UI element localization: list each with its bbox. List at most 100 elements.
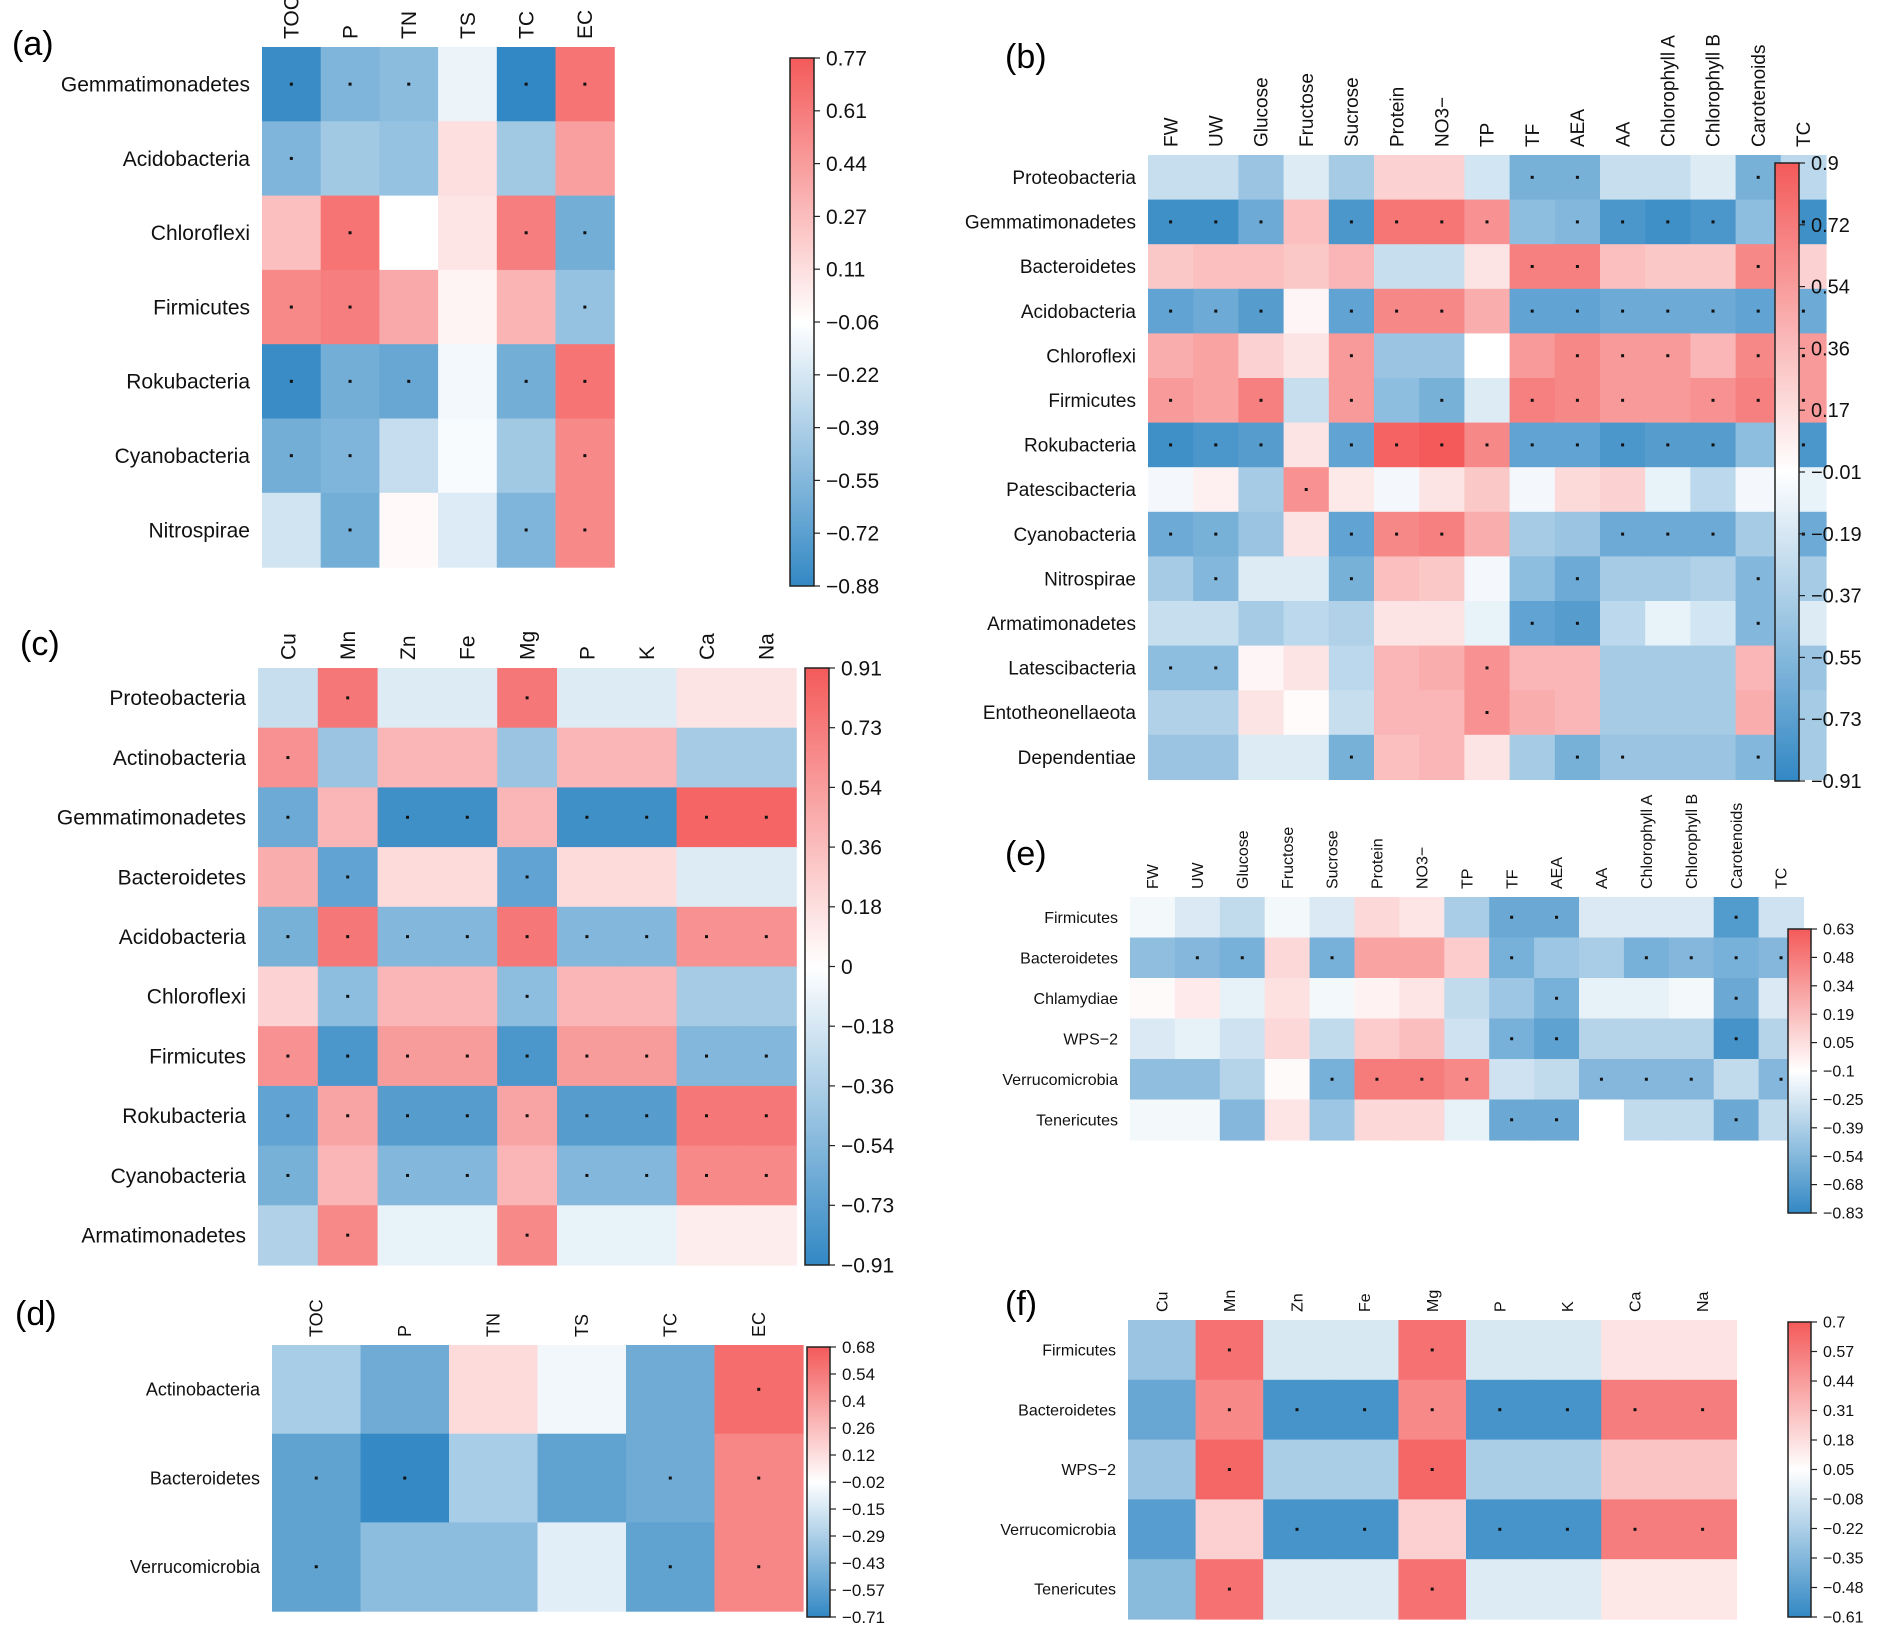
- heatmap-cell: [1283, 155, 1330, 201]
- row-label: Dependentiae: [1018, 748, 1136, 769]
- heatmap-cell: [258, 847, 319, 908]
- heatmap-cell: [1174, 978, 1221, 1020]
- heatmap-cell: [360, 1345, 450, 1435]
- significance-dot: [1510, 915, 1514, 919]
- significance-dot: [348, 454, 352, 458]
- heatmap-cell: [1601, 1320, 1670, 1381]
- colorbar-tick-label: −0.29: [842, 1527, 885, 1546]
- colorbar-tick-label: −0.01: [1811, 462, 1862, 484]
- heatmap-cell: [1735, 467, 1782, 513]
- significance-dot: [1575, 398, 1579, 402]
- significance-dot: [1485, 220, 1489, 224]
- column-label: Chlorophyll A: [1639, 794, 1656, 889]
- heatmap-cell: [1193, 155, 1239, 201]
- significance-dot: [705, 1173, 708, 1177]
- significance-dot: [289, 379, 293, 383]
- heatmap-cell: [1128, 1320, 1197, 1381]
- heatmap-cell: [1283, 645, 1330, 691]
- colorbar: [1787, 928, 1812, 1214]
- heatmap-cell: [1374, 155, 1420, 201]
- column-label: K: [636, 646, 659, 660]
- heatmap-cell: [736, 668, 797, 729]
- significance-dot: [1227, 1587, 1231, 1591]
- significance-dot: [346, 1233, 350, 1237]
- significance-dot: [1395, 309, 1399, 313]
- heatmap-cell: [1668, 1018, 1715, 1060]
- column-label: Carotenoids: [1749, 45, 1770, 147]
- significance-dot: [1440, 220, 1444, 224]
- heatmap-cell: [497, 787, 558, 848]
- significance-dot: [1530, 265, 1534, 268]
- heatmap-cell: [1464, 734, 1511, 780]
- heatmap-cell: [1374, 645, 1420, 691]
- row-label: Latescibacteria: [1008, 659, 1136, 680]
- significance-dot: [524, 231, 528, 235]
- heatmap-cell: [1148, 155, 1194, 201]
- colorbar-tick-label: 0.27: [826, 206, 867, 229]
- heatmap-cell: [1489, 1059, 1535, 1101]
- significance-dot: [1756, 175, 1760, 179]
- heatmap-cell: [1690, 556, 1737, 602]
- significance-dot: [406, 1114, 409, 1118]
- heatmap-cell: [1354, 1018, 1400, 1060]
- significance-dot: [1711, 532, 1715, 536]
- heatmap-cell: [1464, 467, 1511, 513]
- column-label: AA: [1594, 867, 1611, 889]
- significance-dot: [1510, 1037, 1514, 1041]
- column-label: FW: [1145, 863, 1162, 889]
- heatmap-cell: [1419, 645, 1465, 691]
- colorbar-tick-label: −0.06: [826, 311, 879, 334]
- significance-dot: [1195, 956, 1199, 960]
- heatmap-cell: [1328, 645, 1375, 691]
- colorbar-tick-label: 0.73: [841, 717, 882, 740]
- column-label: TOC: [307, 1299, 327, 1337]
- heatmap-cell: [555, 121, 615, 197]
- significance-dot: [406, 815, 409, 819]
- significance-dot: [403, 1476, 407, 1480]
- significance-dot: [705, 1054, 708, 1058]
- heatmap-cell: [1554, 511, 1601, 557]
- significance-dot: [1779, 956, 1783, 960]
- heatmap-cell: [616, 1205, 678, 1266]
- colorbar-tick-label: −0.08: [1823, 1492, 1864, 1509]
- column-label: Cu: [1154, 1292, 1171, 1312]
- heatmap-cell: [1690, 645, 1737, 691]
- row-label: Nitrospirae: [1044, 569, 1136, 590]
- significance-dot: [1485, 666, 1489, 670]
- column-label: P: [339, 25, 362, 39]
- heatmap-cell: [317, 727, 379, 788]
- colorbar-tick-label: −0.02: [842, 1473, 885, 1492]
- row-label: Firmicutes: [149, 1045, 246, 1068]
- significance-dot: [314, 1476, 318, 1480]
- row-label: Cyanobacteria: [111, 1165, 247, 1188]
- heatmap-cell: [1130, 1018, 1176, 1060]
- colorbar-tick-label: −0.36: [841, 1075, 894, 1098]
- row-label: Chloroflexi: [1046, 346, 1136, 367]
- heatmap-cell: [1174, 1099, 1221, 1141]
- significance-dot: [1575, 309, 1579, 313]
- heatmap-cell: [1600, 690, 1646, 736]
- heatmap-cell: [1554, 690, 1601, 736]
- heatmap-cell: [1148, 467, 1194, 513]
- significance-dot: [1485, 443, 1489, 447]
- heatmap-cell: [1464, 155, 1511, 201]
- significance-dot: [525, 935, 529, 939]
- row-label: Firmicutes: [1044, 910, 1118, 927]
- significance-dot: [668, 1565, 672, 1569]
- heatmap-cell: [449, 1345, 539, 1435]
- significance-dot: [583, 231, 587, 235]
- heatmap-cell: [1328, 244, 1375, 290]
- colorbar-tick-label: 0.57: [1823, 1344, 1854, 1361]
- heatmap-cell: [1419, 734, 1465, 780]
- significance-dot: [1430, 1468, 1434, 1471]
- colorbar-tick-label: −0.91: [841, 1254, 894, 1277]
- column-label: NO3−: [1432, 97, 1453, 147]
- significance-dot: [524, 379, 528, 383]
- heatmap-cell: [1735, 199, 1782, 245]
- heatmap-cell: [437, 727, 498, 788]
- significance-dot: [1666, 532, 1670, 536]
- column-label: Chlorophyll B: [1704, 34, 1725, 147]
- heatmap-cell: [438, 269, 498, 345]
- significance-dot: [289, 82, 293, 86]
- significance-dot: [286, 815, 290, 819]
